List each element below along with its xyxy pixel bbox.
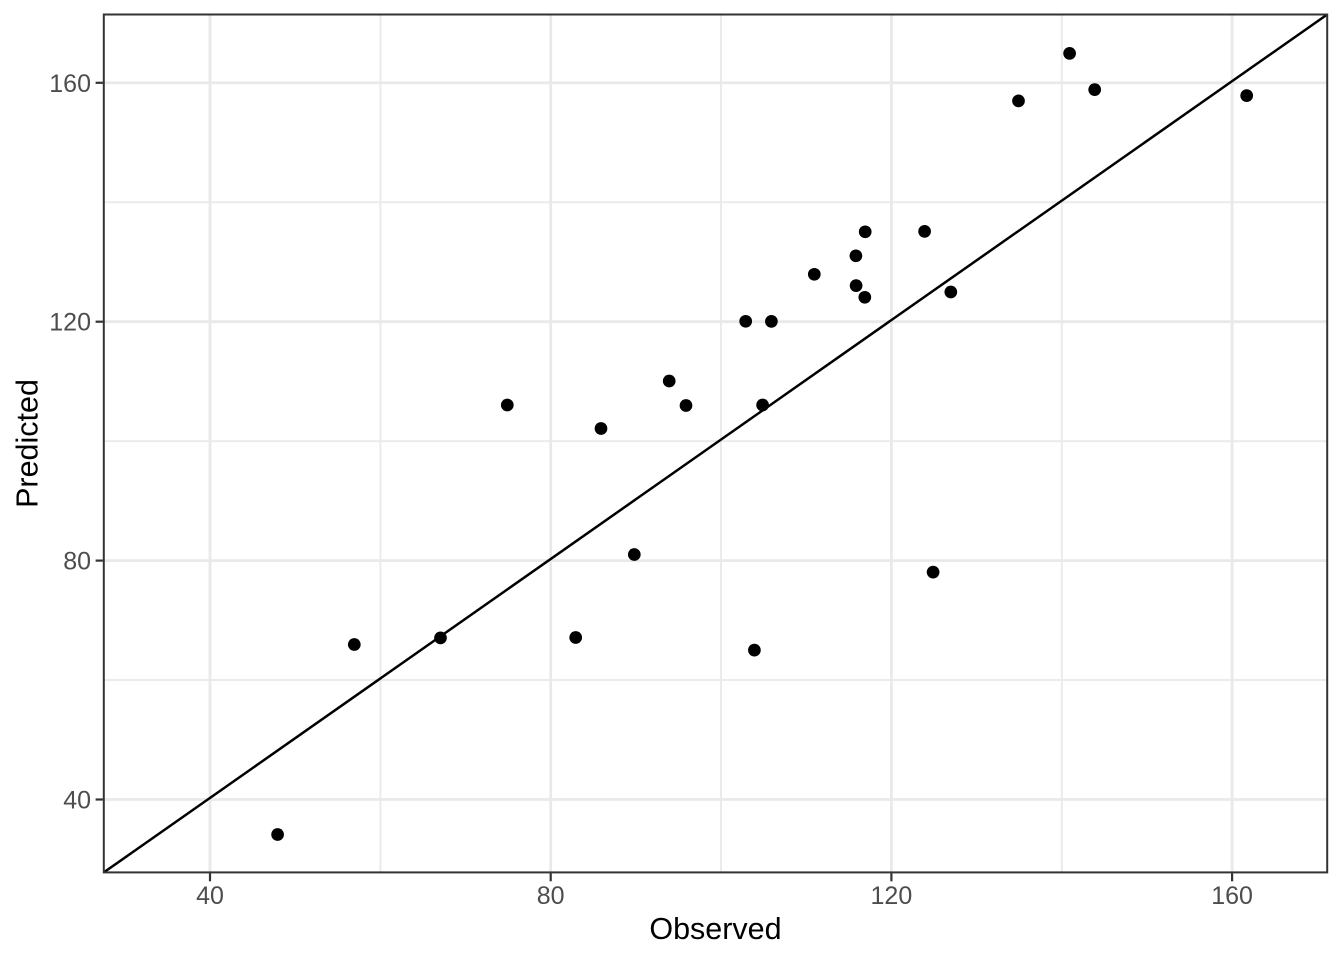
svg-text:Observed: Observed [649, 912, 781, 946]
svg-text:80: 80 [537, 882, 565, 910]
svg-text:Predicted: Predicted [11, 379, 45, 508]
svg-text:80: 80 [63, 548, 91, 576]
svg-text:120: 120 [871, 882, 913, 910]
svg-text:160: 160 [49, 70, 91, 98]
svg-text:40: 40 [63, 787, 91, 815]
svg-text:120: 120 [49, 309, 91, 337]
svg-text:40: 40 [196, 882, 224, 910]
svg-text:160: 160 [1211, 882, 1253, 910]
